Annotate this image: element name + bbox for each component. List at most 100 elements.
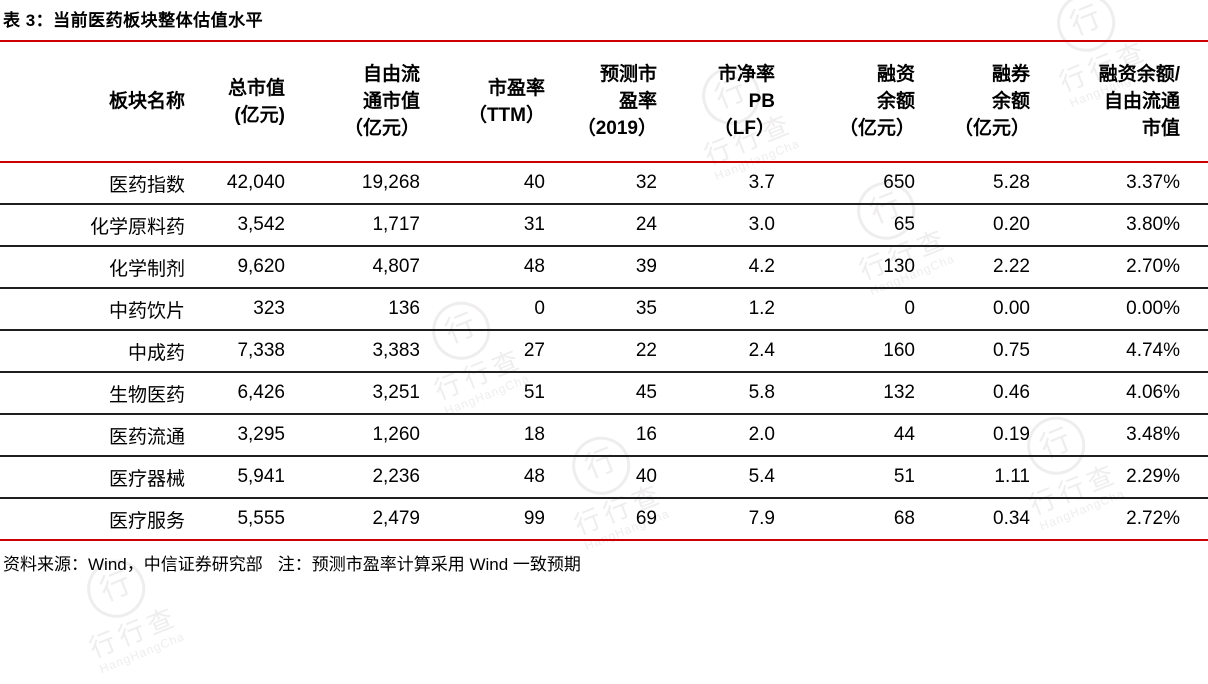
table-cell: 3,295 [200, 414, 300, 457]
table-cell: 4.06% [1045, 372, 1208, 415]
table-cell: 5,555 [200, 498, 300, 541]
table-cell: 2.0 [672, 414, 790, 457]
table-cell: 7,338 [200, 330, 300, 373]
table-cell: 3,383 [300, 330, 435, 373]
table-cell: 生物医药 [0, 372, 200, 415]
table-cell: 9,620 [200, 246, 300, 289]
table-cell: 0.00 [930, 288, 1045, 331]
column-header: 板块名称 [0, 41, 200, 163]
table-row: 生物医药 6,426 3,251 51 45 5.8 132 0.46 4.06% [0, 372, 1208, 415]
table-cell: 5,941 [200, 456, 300, 499]
table-row: 医药指数 42,040 19,268 40 32 3.7 650 5.28 3.37% [0, 162, 1208, 205]
table-row: 中药饮片 323 136 0 35 1.2 0 0.00 0.00% [0, 288, 1208, 331]
table-cell: 化学制剂 [0, 246, 200, 289]
table-cell: 160 [790, 330, 930, 373]
table-cell: 22 [560, 330, 672, 373]
table-body: 医药指数 42,040 19,268 40 32 3.7 650 5.28 3.37% 化学原料… [0, 162, 1208, 541]
table-cell: 19,268 [300, 162, 435, 205]
source-note: 资料来源：Wind，中信证券研究部 [3, 555, 263, 574]
table-row: 医疗器械 5,941 2,236 48 40 5.4 51 1.11 2.29% [0, 456, 1208, 499]
column-header: 市净率 PB （LF） [672, 41, 790, 163]
column-header: 自由流 通市值 （亿元） [300, 41, 435, 163]
table-cell: 323 [200, 288, 300, 331]
table-cell: 3.80% [1045, 204, 1208, 247]
table-cell: 69 [560, 498, 672, 541]
table-cell: 0.34 [930, 498, 1045, 541]
table-cell: 0.46 [930, 372, 1045, 415]
table-cell: 2.29% [1045, 456, 1208, 499]
table-cell: 4,807 [300, 246, 435, 289]
table-cell: 0.75 [930, 330, 1045, 373]
table-cell: 27 [435, 330, 560, 373]
table-cell: 68 [790, 498, 930, 541]
table-cell: 3,251 [300, 372, 435, 415]
column-header: 融资余额/ 自由流通 市值 [1045, 41, 1208, 163]
table-cell: 0 [435, 288, 560, 331]
table-cell: 中成药 [0, 330, 200, 373]
table-cell: 1,717 [300, 204, 435, 247]
table-cell: 1,260 [300, 414, 435, 457]
table-cell: 0.19 [930, 414, 1045, 457]
table-cell: 40 [560, 456, 672, 499]
table-cell: 0.00% [1045, 288, 1208, 331]
table-cell: 5.4 [672, 456, 790, 499]
column-header: 市盈率 （TTM） [435, 41, 560, 163]
table-cell: 31 [435, 204, 560, 247]
table-cell: 5.8 [672, 372, 790, 415]
table-row: 医疗服务 5,555 2,479 99 69 7.9 68 0.34 2.72% [0, 498, 1208, 541]
table-row: 中成药 7,338 3,383 27 22 2.4 160 0.75 4.74% [0, 330, 1208, 373]
table-cell: 4.2 [672, 246, 790, 289]
table-cell: 6,426 [200, 372, 300, 415]
table-cell: 医药流通 [0, 414, 200, 457]
table-cell: 3.0 [672, 204, 790, 247]
table-cell: 18 [435, 414, 560, 457]
table-cell: 2.22 [930, 246, 1045, 289]
column-header: 总市值 (亿元) [200, 41, 300, 163]
table-cell: 130 [790, 246, 930, 289]
table-cell: 中药饮片 [0, 288, 200, 331]
table-cell: 650 [790, 162, 930, 205]
table-cell: 39 [560, 246, 672, 289]
table-cell: 1.11 [930, 456, 1045, 499]
table-row: 化学原料药 3,542 1,717 31 24 3.0 65 0.20 3.80% [0, 204, 1208, 247]
table-cell: 45 [560, 372, 672, 415]
table-cell: 65 [790, 204, 930, 247]
table-cell: 2,236 [300, 456, 435, 499]
table-cell: 医疗器械 [0, 456, 200, 499]
table-cell: 16 [560, 414, 672, 457]
table-cell: 99 [435, 498, 560, 541]
table-cell: 3.37% [1045, 162, 1208, 205]
table-cell: 136 [300, 288, 435, 331]
table-row: 化学制剂 9,620 4,807 48 39 4.2 130 2.22 2.70% [0, 246, 1208, 289]
page-title: 表 3：当前医药板块整体估值水平 [3, 11, 264, 30]
table-cell: 化学原料药 [0, 204, 200, 247]
table-cell: 7.9 [672, 498, 790, 541]
method-note: 注：预测市盈率计算采用 Wind 一致预期 [277, 555, 581, 574]
table-cell: 2.72% [1045, 498, 1208, 541]
table-cell: 0 [790, 288, 930, 331]
table-cell: 医疗服务 [0, 498, 200, 541]
table-cell: 1.2 [672, 288, 790, 331]
valuation-table: 板块名称 总市值 (亿元) 自由流 通市值 （亿元） 市盈率 （TTM） 预测市… [0, 40, 1208, 541]
table-cell: 5.28 [930, 162, 1045, 205]
column-header: 融券 余额 （亿元） [930, 41, 1045, 163]
table-cell: 42,040 [200, 162, 300, 205]
table-cell: 2,479 [300, 498, 435, 541]
column-header: 预测市 盈率 （2019） [560, 41, 672, 163]
table-header: 板块名称 总市值 (亿元) 自由流 通市值 （亿元） 市盈率 （TTM） 预测市… [0, 41, 1208, 163]
table-cell: 40 [435, 162, 560, 205]
watermark-subtext: HangHangCha [97, 629, 187, 677]
page-content: 表 3：当前医药板块整体估值水平 板块名称 总市值 (亿元) 自由流 通市值 （… [0, 10, 1208, 576]
table-cell: 3.48% [1045, 414, 1208, 457]
column-header: 融资 余额 （亿元） [790, 41, 930, 163]
table-cell: 2.4 [672, 330, 790, 373]
table-cell: 48 [435, 246, 560, 289]
table-cell: 51 [435, 372, 560, 415]
footer-note: 资料来源：Wind，中信证券研究部 注：预测市盈率计算采用 Wind 一致预期 [3, 554, 1208, 576]
watermark-text: 行行查 [85, 600, 183, 664]
table-cell: 医药指数 [0, 162, 200, 205]
table-cell: 132 [790, 372, 930, 415]
table-cell: 2.70% [1045, 246, 1208, 289]
table-cell: 3.7 [672, 162, 790, 205]
table-cell: 3,542 [200, 204, 300, 247]
